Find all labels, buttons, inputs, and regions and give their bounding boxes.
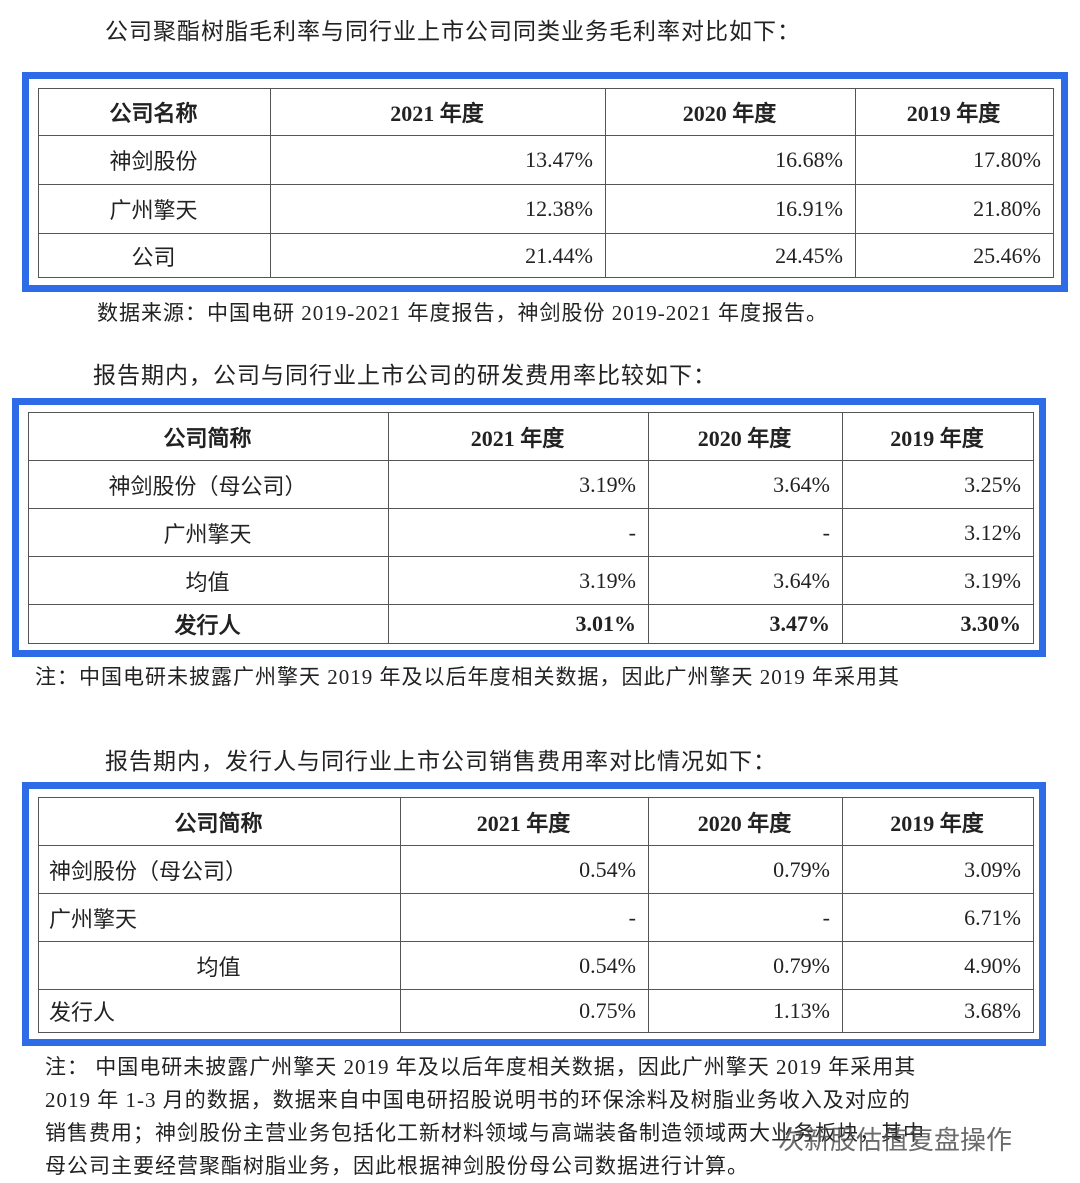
note: 销售费用；神剑股份主营业务包括化工新材料领域与高端装备制造领域两大业务板块，其中: [45, 1121, 925, 1145]
table-cell: 3.01%: [388, 604, 649, 644]
header-cell: 2020 年度: [648, 412, 843, 461]
table-cell: 12.38%: [270, 184, 606, 234]
watermark: 次新股估值复盘操作: [778, 1126, 1013, 1156]
table-cell: 13.47%: [270, 135, 606, 185]
table-cell: 发行人: [38, 989, 401, 1033]
table-cell: 3.64%: [648, 460, 843, 509]
table-cell: 4.90%: [842, 941, 1034, 990]
table-cell: 3.47%: [648, 604, 843, 644]
note: 注：中国电研未披露广州擎天 2019 年及以后年度相关数据，因此广州擎天 201…: [35, 665, 900, 689]
header-cell: 公司简称: [28, 412, 389, 461]
header-cell: 2021 年度: [270, 88, 606, 136]
table-cell: 神剑股份: [38, 135, 271, 185]
table-cell: 均值: [38, 941, 401, 990]
table-frame: [22, 782, 1046, 1046]
table-cell: 16.68%: [605, 135, 856, 185]
paragraph: 公司聚酯树脂毛利率与同行业上市公司同类业务毛利率对比如下：: [105, 19, 801, 44]
table-cell: 3.25%: [842, 460, 1034, 509]
header-cell: 2020 年度: [648, 797, 843, 846]
table-cell: 0.54%: [400, 941, 649, 990]
note: 母公司主要经营聚酯树脂业务，因此根据神剑股份母公司数据进行计算。: [45, 1154, 749, 1178]
table-cell: -: [648, 508, 843, 557]
table-cell: 3.19%: [388, 460, 649, 509]
table-cell: 3.19%: [388, 556, 649, 605]
header-cell: 2019 年度: [842, 412, 1034, 461]
table-cell: 25.46%: [855, 233, 1054, 278]
table-cell: 0.79%: [648, 941, 843, 990]
table-cell: 6.71%: [842, 893, 1034, 942]
table-cell: 3.09%: [842, 845, 1034, 894]
header-cell: 公司简称: [38, 797, 401, 846]
table-cell: 3.12%: [842, 508, 1034, 557]
table-cell: 21.80%: [855, 184, 1054, 234]
header-cell: 2019 年度: [842, 797, 1034, 846]
table-cell: 3.30%: [842, 604, 1034, 644]
table-frame: [22, 72, 1068, 292]
header-cell: 2021 年度: [388, 412, 649, 461]
table-cell: -: [648, 893, 843, 942]
header-cell: 2020 年度: [605, 88, 856, 136]
header-cell: 2021 年度: [400, 797, 649, 846]
table-cell: 0.75%: [400, 989, 649, 1033]
table-frame: [12, 398, 1046, 657]
table-cell: 3.64%: [648, 556, 843, 605]
table-cell: 广州擎天: [38, 184, 271, 234]
table-cell: 3.68%: [842, 989, 1034, 1033]
table-cell: 公司: [38, 233, 271, 278]
source-note: 数据来源：中国电研 2019-2021 年度报告，神剑股份 2019-2021 …: [97, 301, 828, 325]
table-cell: 广州擎天: [38, 893, 401, 942]
table-cell: 0.79%: [648, 845, 843, 894]
header-cell: 公司名称: [38, 88, 271, 136]
paragraph: 报告期内，公司与同行业上市公司的研发费用率比较如下：: [93, 363, 717, 388]
table-cell: 3.19%: [842, 556, 1034, 605]
table-cell: 均值: [28, 556, 389, 605]
table-cell: 16.91%: [605, 184, 856, 234]
table-cell: 发行人: [28, 604, 389, 644]
table-cell: 0.54%: [400, 845, 649, 894]
note: 注： 中国电研未披露广州擎天 2019 年及以后年度相关数据，因此广州擎天 20…: [45, 1055, 917, 1079]
note: 2019 年 1-3 月的数据，数据来自中国电研招股说明书的环保涂料及树脂业务收…: [45, 1088, 911, 1112]
table-cell: 广州擎天: [28, 508, 389, 557]
paragraph: 报告期内，发行人与同行业上市公司销售费用率对比情况如下：: [105, 749, 777, 774]
table-cell: -: [388, 508, 649, 557]
table-cell: 神剑股份（母公司）: [28, 460, 389, 509]
table-cell: 24.45%: [605, 233, 856, 278]
table-cell: 1.13%: [648, 989, 843, 1033]
header-cell: 2019 年度: [855, 88, 1054, 136]
table-cell: 17.80%: [855, 135, 1054, 185]
table-cell: -: [400, 893, 649, 942]
table-cell: 神剑股份（母公司）: [38, 845, 401, 894]
table-cell: 21.44%: [270, 233, 606, 278]
